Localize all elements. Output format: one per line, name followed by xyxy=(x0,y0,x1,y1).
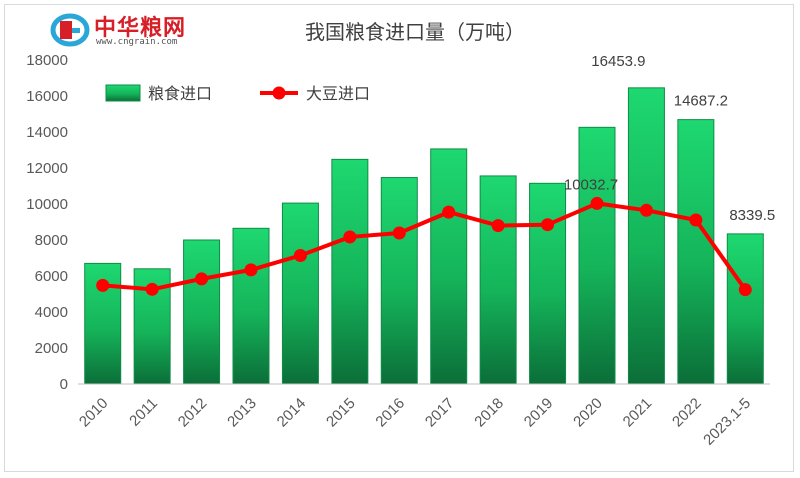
bar-2012 xyxy=(183,239,221,385)
data-labels: 16453.9 14687.2 8339.5 10032.7 xyxy=(564,53,775,224)
x-tick-label: 2015 xyxy=(323,395,359,431)
y-tick-label: 16000 xyxy=(26,88,68,105)
x-tick-label: 2023.1-5 xyxy=(700,395,754,449)
logo: 中华粮网 www.cngrain.com xyxy=(50,10,250,52)
x-tick-label: 2019 xyxy=(521,395,557,431)
x-tick-label: 2021 xyxy=(620,395,656,431)
y-tick-label: 0 xyxy=(60,376,68,393)
legend-line-marker xyxy=(272,86,286,100)
line-point-2012 xyxy=(195,272,209,286)
data-label: 8339.5 xyxy=(729,207,775,224)
legend-line-label: 大豆进口 xyxy=(306,84,370,103)
legend-bar-swatch xyxy=(105,84,141,102)
logo-name: 中华粮网 xyxy=(94,16,187,41)
x-tick-label: 2022 xyxy=(669,395,705,431)
y-tick-label: 18000 xyxy=(26,52,68,69)
legend: 粮食进口 大豆进口 xyxy=(105,84,370,103)
logo-mark-icon xyxy=(50,13,90,47)
bar-2013 xyxy=(232,227,270,385)
x-tick-label: 2012 xyxy=(175,395,211,431)
data-label: 14687.2 xyxy=(674,93,728,110)
line-series xyxy=(96,196,752,297)
bar-2023.1-5 xyxy=(726,233,764,385)
line-point-2013 xyxy=(244,263,258,277)
line-point-2015 xyxy=(343,230,357,244)
y-axis: 0 2000 4000 6000 8000 10000 12000 14000 16000 180… xyxy=(26,52,68,393)
legend-bar-label: 粮食进口 xyxy=(148,84,212,103)
x-tick-label: 2020 xyxy=(570,395,606,431)
line-point-2020 xyxy=(590,196,604,210)
y-tick-label: 6000 xyxy=(35,268,68,285)
bar-2014 xyxy=(281,202,319,385)
soybean-line xyxy=(102,201,747,292)
bar-series xyxy=(84,87,764,385)
chart-title: 我国粮食进口量（万吨） xyxy=(305,20,525,44)
x-tick-label: 2018 xyxy=(471,395,507,431)
line-point-2019 xyxy=(541,218,555,232)
bar-2021 xyxy=(627,87,665,385)
x-axis: 2010 2011 2012 2013 2014 2015 2016 2017 2018 2019… xyxy=(76,395,754,449)
line-point-2021 xyxy=(639,203,653,217)
data-label: 16453.9 xyxy=(591,53,645,70)
y-tick-label: 8000 xyxy=(35,232,68,249)
x-tick-label: 2014 xyxy=(274,395,310,431)
y-tick-label: 14000 xyxy=(26,124,68,141)
x-tick-label: 2013 xyxy=(224,395,260,431)
bar-2022 xyxy=(677,119,715,385)
x-tick-label: 2016 xyxy=(372,395,408,431)
logo-url: www.cngrain.com xyxy=(96,37,178,47)
bar-2020 xyxy=(578,126,616,385)
x-tick-label: 2011 xyxy=(126,395,161,430)
y-tick-label: 12000 xyxy=(26,160,68,177)
line-point-2016 xyxy=(392,226,406,240)
line-point-2014 xyxy=(293,248,307,262)
line-point-2022 xyxy=(689,213,703,227)
bar-2016 xyxy=(380,177,418,385)
line-point-2023.1-5 xyxy=(738,283,752,297)
bar-2019 xyxy=(529,182,567,385)
y-tick-label: 10000 xyxy=(26,196,68,213)
line-point-2018 xyxy=(491,219,505,233)
line-point-2010 xyxy=(96,278,110,292)
y-tick-label: 4000 xyxy=(35,304,68,321)
x-tick-label: 2010 xyxy=(76,395,112,431)
x-tick-label: 2017 xyxy=(422,395,458,431)
line-point-2011 xyxy=(145,282,159,296)
data-label: 10032.7 xyxy=(564,176,618,193)
y-tick-label: 2000 xyxy=(35,340,68,357)
bar-2017 xyxy=(430,148,468,385)
bar-2015 xyxy=(331,158,369,385)
bar-2018 xyxy=(479,175,517,385)
line-point-2017 xyxy=(442,205,456,219)
